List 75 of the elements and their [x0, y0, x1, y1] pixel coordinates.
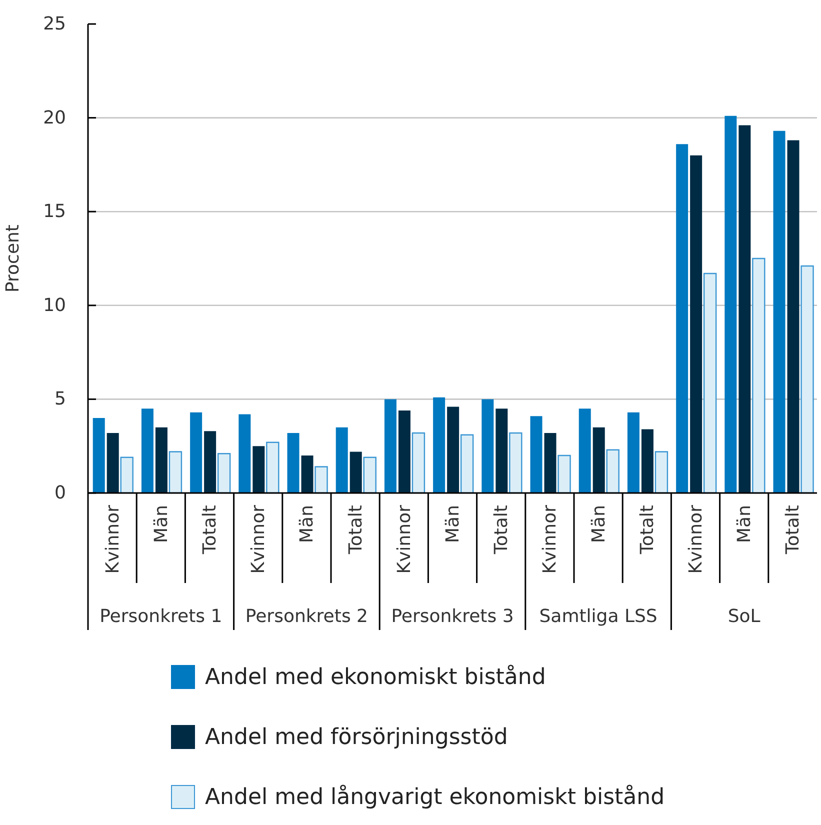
bar — [787, 140, 800, 493]
bar — [190, 412, 202, 493]
bar — [155, 427, 168, 493]
bar — [314, 466, 328, 493]
bar — [606, 449, 620, 493]
bar — [336, 427, 348, 493]
bar — [120, 456, 134, 493]
bar — [460, 434, 474, 493]
bar — [412, 432, 426, 493]
x-tick-label: Totalt — [199, 505, 220, 556]
y-axis-title: Procent — [2, 224, 24, 292]
x-tick-label: Män — [588, 505, 609, 543]
bar — [433, 397, 446, 493]
bar — [690, 155, 702, 493]
bar — [363, 456, 376, 493]
x-tick-label: Totalt — [636, 505, 658, 556]
bar — [676, 144, 688, 493]
bar — [724, 116, 737, 493]
x-tick-label: Totalt — [490, 505, 512, 556]
bar — [217, 453, 231, 493]
bar — [558, 454, 571, 493]
bar — [530, 416, 542, 493]
x-tick-label: Totalt — [344, 505, 366, 556]
bar — [447, 406, 460, 493]
x-tick-label: Kvinnor — [248, 504, 269, 574]
bar — [106, 432, 119, 493]
bar — [266, 442, 280, 493]
bar — [738, 125, 751, 493]
bar — [141, 408, 154, 493]
x-tick-label: Totalt — [782, 505, 804, 556]
x-tick-label: Män — [150, 505, 172, 543]
bar — [238, 414, 251, 493]
bar — [641, 429, 654, 493]
x-tick-label: Kvinnor — [393, 504, 414, 574]
x-tick-label: Män — [296, 505, 318, 543]
text: Samtliga LSS — [539, 606, 658, 626]
text: SoL — [728, 606, 760, 626]
bar — [800, 265, 814, 493]
y-tick-label: 10 — [43, 294, 66, 316]
y-tick-label: 15 — [43, 201, 66, 222]
bar — [301, 455, 314, 493]
x-tick-label: Män — [734, 505, 755, 543]
y-tick-label: 0 — [54, 482, 66, 504]
legend-label: Andel med långvarigt ekonomiskt bistånd — [205, 784, 665, 810]
text: Personkrets 1 — [100, 606, 222, 626]
bar — [752, 258, 766, 493]
bar — [384, 399, 396, 493]
x-tick-label: Kvinnor — [685, 504, 706, 574]
bar — [287, 432, 300, 493]
bar — [773, 130, 786, 493]
bar — [703, 272, 717, 493]
bar — [482, 399, 494, 493]
bar — [168, 451, 182, 493]
bar — [252, 446, 265, 493]
bar — [654, 451, 668, 493]
x-tick-label: Män — [442, 505, 463, 543]
text: Personkrets 2 — [245, 606, 368, 626]
bar — [398, 410, 410, 493]
bar — [509, 432, 522, 493]
x-tick-label: Kvinnor — [102, 504, 123, 574]
y-tick-label: 5 — [54, 388, 66, 410]
legend-label: Andel med försörjningsstöd — [205, 724, 508, 750]
bar — [350, 452, 362, 493]
bar — [578, 408, 591, 493]
y-tick-label: 20 — [43, 107, 66, 128]
bar — [627, 412, 640, 493]
bar — [544, 432, 556, 493]
y-tick-label: 25 — [43, 14, 66, 34]
text: Personkrets 3 — [391, 606, 514, 626]
x-tick-label: Kvinnor — [539, 504, 560, 574]
bar — [92, 418, 105, 493]
bar — [496, 408, 508, 493]
bar — [204, 431, 216, 493]
legend-label: Andel med ekonomiskt bistånd — [205, 664, 546, 690]
bar — [592, 427, 605, 493]
